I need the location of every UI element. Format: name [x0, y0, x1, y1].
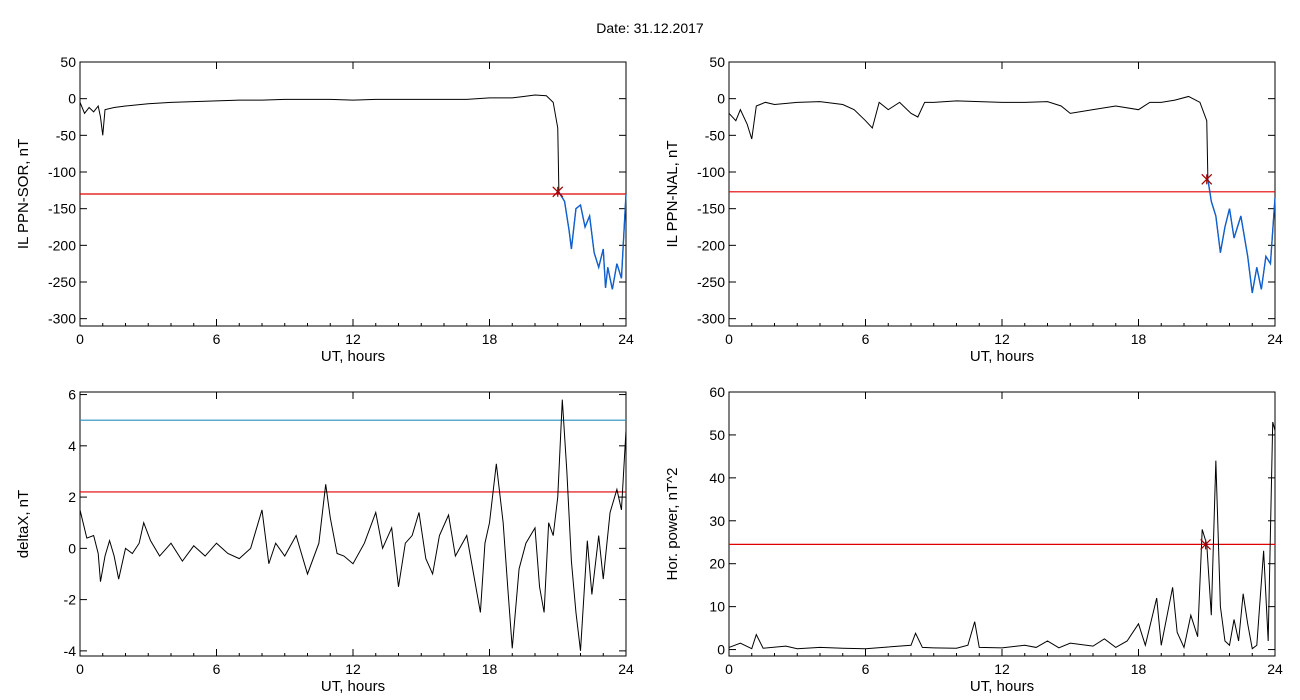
y-tick-label: -200 [48, 237, 76, 253]
x-tick-label: 18 [482, 661, 498, 677]
series-line [728, 95, 1209, 180]
y-axis-label: IL PPN-SOR, nT [15, 139, 32, 249]
y-tick-label: 50 [709, 427, 725, 443]
y-tick-label: -50 [705, 127, 725, 143]
y-tick-label: -300 [697, 311, 725, 327]
x-axis-label: UT, hours [970, 348, 1034, 365]
y-axis-label: IL PPN-NAL, nT [664, 141, 681, 248]
y-tick-label: -150 [697, 201, 725, 217]
x-tick-label: 12 [994, 661, 1010, 677]
y-tick-label: 20 [709, 556, 725, 572]
chart-ppn-nal: 0 6 12 18 24 50 0 -50 -100 -150 -200 -250 -300 UT, ho… [664, 54, 1283, 365]
event-marker [1200, 538, 1212, 550]
x-axis-label: UT, hours [970, 678, 1034, 695]
y-tick-label: 0 [717, 642, 725, 658]
x-tick-label: 12 [994, 331, 1010, 347]
y-tick-label: 30 [709, 513, 725, 529]
x-tick-label: 12 [345, 661, 361, 677]
event-marker [1201, 173, 1213, 185]
series-line [79, 94, 560, 192]
page-title: Date: 31.12.2017 [596, 20, 704, 36]
chart-deltax: 0 6 12 18 24 6 4 2 0 -2 -4 UT, hours deltaX, nT [15, 387, 634, 695]
x-tick-label: 0 [725, 661, 733, 677]
x-tick-label: 0 [725, 331, 733, 347]
x-tick-label: 6 [862, 661, 870, 677]
x-tick-label: 0 [76, 661, 84, 677]
series-line [79, 399, 627, 651]
series-highlight-line [1207, 179, 1276, 294]
x-tick-label: 12 [345, 331, 361, 347]
y-axis-label: Hor. power, nT^2 [664, 468, 681, 581]
y-tick-label: -300 [48, 311, 76, 327]
y-tick-label: -250 [48, 274, 76, 290]
y-tick-label: -50 [56, 127, 76, 143]
y-tick-label: 0 [68, 540, 76, 556]
x-tick-label: 18 [482, 331, 498, 347]
y-tick-label: 50 [709, 54, 725, 70]
x-tick-label: 0 [76, 331, 84, 347]
x-axis-label: UT, hours [321, 348, 385, 365]
y-tick-label: -4 [64, 643, 77, 659]
x-tick-label: 24 [1267, 331, 1283, 347]
y-tick-label: -2 [64, 592, 77, 608]
y-axis-label: deltaX, nT [15, 490, 32, 558]
x-tick-label: 6 [213, 331, 221, 347]
chart-ppn-sor: 0 6 12 18 24 50 0 -50 -100 -150 -200 -250 -300 UT, ho… [15, 54, 634, 365]
y-tick-label: -250 [697, 274, 725, 290]
y-tick-label: 60 [709, 384, 725, 400]
y-tick-label: 0 [717, 91, 725, 107]
x-tick-label: 6 [213, 661, 221, 677]
y-tick-label: -100 [48, 164, 76, 180]
x-tick-label: 24 [618, 661, 634, 677]
chart-hor-power: 0 6 12 18 24 60 50 40 30 20 10 0 UT, hours Hor. power… [664, 384, 1283, 695]
event-marker [552, 186, 564, 198]
series-highlight-line [558, 191, 627, 290]
x-tick-label: 18 [1131, 661, 1147, 677]
y-tick-label: 6 [68, 387, 76, 403]
x-tick-label: 24 [1267, 661, 1283, 677]
y-tick-label: -150 [48, 201, 76, 217]
series-line [728, 421, 1276, 650]
y-tick-label: 50 [60, 54, 76, 70]
y-tick-label: 10 [709, 599, 725, 615]
x-tick-label: 18 [1131, 331, 1147, 347]
y-tick-label: 2 [68, 489, 76, 505]
y-tick-label: -100 [697, 164, 725, 180]
plot-frame [79, 391, 627, 657]
x-tick-label: 24 [618, 331, 634, 347]
y-tick-label: 4 [68, 438, 76, 454]
x-tick-label: 6 [862, 331, 870, 347]
y-tick-label: -200 [697, 237, 725, 253]
x-axis-label: UT, hours [321, 678, 385, 695]
y-tick-label: 40 [709, 470, 725, 486]
plot-frame [728, 391, 1276, 657]
y-tick-label: 0 [68, 91, 76, 107]
